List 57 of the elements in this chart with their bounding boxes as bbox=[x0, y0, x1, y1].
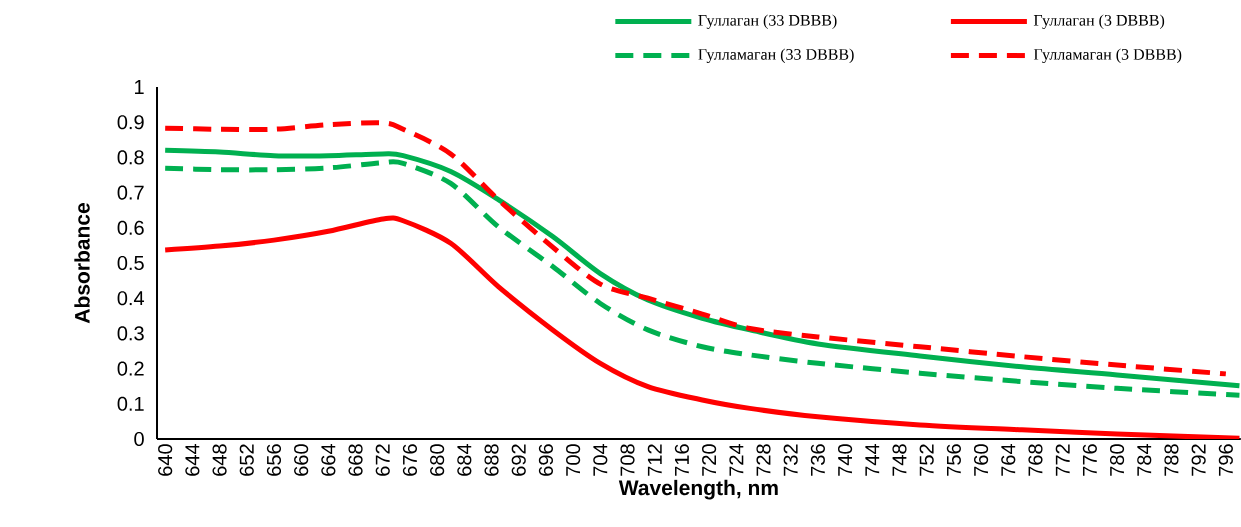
x-tick-label: 640 bbox=[158, 444, 173, 476]
x-tick-label: 680 bbox=[430, 444, 445, 476]
x-tick-label: 776 bbox=[1082, 444, 1097, 476]
x-tick-label: 684 bbox=[457, 443, 472, 476]
x-tick-label: 692 bbox=[511, 444, 526, 476]
x-tick-label: 668 bbox=[348, 444, 363, 476]
y-tick-label: 0.9 bbox=[117, 115, 144, 130]
y-tick-label: 0.4 bbox=[117, 291, 145, 306]
x-tick-label: 664 bbox=[321, 443, 336, 476]
x-tick-label: 728 bbox=[756, 444, 771, 476]
x-tick-label: 672 bbox=[375, 444, 390, 476]
x-tick-label: 796 bbox=[1218, 444, 1233, 476]
x-tick-label: 704 bbox=[593, 443, 608, 476]
x-tick-label: 744 bbox=[865, 443, 880, 476]
x-tick-label: 748 bbox=[892, 444, 907, 476]
legend-label: Гуллаган (33 DBBB) bbox=[698, 14, 837, 29]
legend-label: Гуллаган (3 DBBB) bbox=[1033, 14, 1165, 29]
x-tick-label: 736 bbox=[810, 444, 825, 476]
x-tick-label: 768 bbox=[1028, 444, 1043, 476]
x-tick-label: 688 bbox=[484, 444, 499, 476]
x-tick-label: 708 bbox=[620, 444, 635, 476]
x-tick-label: 772 bbox=[1055, 444, 1070, 476]
x-tick-label: 780 bbox=[1109, 444, 1125, 476]
legend-label: Гулламаган (33 DBBB) bbox=[698, 48, 854, 64]
y-tick-label: 0.6 bbox=[117, 220, 144, 235]
x-tick-label: 764 bbox=[1001, 443, 1016, 476]
x-tick-label: 648 bbox=[212, 444, 227, 476]
x-axis-title: Wavelength, nm bbox=[618, 479, 778, 500]
x-tick-label: 784 bbox=[1137, 443, 1152, 476]
x-tick-label: 696 bbox=[538, 444, 553, 476]
x-tick-label: 700 bbox=[566, 444, 581, 476]
x-tick-label: 644 bbox=[185, 443, 200, 476]
x-tick-label: 660 bbox=[294, 444, 309, 476]
x-tick-label: 760 bbox=[974, 444, 989, 476]
y-tick-label: 0 bbox=[134, 431, 144, 447]
x-tick-label: 788 bbox=[1164, 444, 1179, 476]
x-tick-label: 752 bbox=[919, 444, 934, 476]
y-tick-label: 0.3 bbox=[117, 326, 144, 341]
x-tick-label: 792 bbox=[1191, 444, 1206, 476]
x-tick-label: 756 bbox=[946, 444, 961, 476]
x-tick-label: 652 bbox=[239, 444, 254, 476]
x-tick-label: 724 bbox=[729, 443, 744, 476]
x-tick-label: 656 bbox=[266, 444, 282, 476]
y-tick-label: 0.5 bbox=[117, 255, 144, 271]
x-tick-label: 720 bbox=[702, 444, 717, 476]
y-tick-label: 0.7 bbox=[117, 185, 144, 200]
y-tick-label: 0.8 bbox=[117, 150, 144, 165]
x-tick-label: 740 bbox=[838, 444, 853, 476]
x-tick-label: 732 bbox=[783, 444, 798, 476]
y-tick-label: 0.1 bbox=[117, 396, 144, 411]
y-tick-label: 0.2 bbox=[117, 361, 144, 376]
x-tick-label: 676 bbox=[402, 444, 418, 476]
y-tick-label: 1 bbox=[135, 80, 144, 94]
legend-label: Гулламаган (3 DBBB) bbox=[1033, 48, 1182, 64]
y-axis-title: Absorbance bbox=[74, 203, 90, 324]
x-tick-label: 716 bbox=[674, 444, 689, 476]
x-tick-label: 712 bbox=[647, 444, 662, 476]
